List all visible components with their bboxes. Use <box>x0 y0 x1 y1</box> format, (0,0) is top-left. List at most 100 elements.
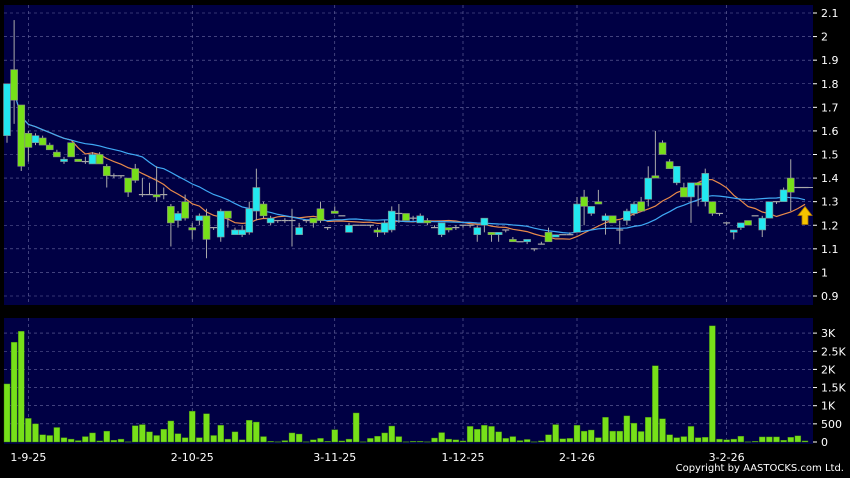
volume-bar <box>509 436 517 443</box>
candle <box>281 218 289 223</box>
candle <box>324 227 332 230</box>
volume-bar <box>25 418 32 443</box>
candle <box>437 222 446 238</box>
volume-bar <box>367 438 374 443</box>
volume-bar <box>46 435 53 443</box>
candle-body <box>551 234 560 238</box>
volume-bar <box>267 441 274 443</box>
candle <box>716 212 723 216</box>
candle-body <box>580 196 588 207</box>
candle <box>181 194 189 221</box>
candle <box>366 224 374 228</box>
candle <box>395 204 403 223</box>
volume-bar <box>3 383 11 443</box>
price-tick-label: 1 <box>821 266 828 279</box>
candle <box>330 206 339 214</box>
candle <box>302 219 310 223</box>
volume-bar <box>139 424 146 443</box>
volume-bar <box>609 430 616 443</box>
candle <box>288 208 296 247</box>
volume-bar <box>759 436 766 443</box>
candle <box>409 215 417 221</box>
candle-body <box>402 213 410 221</box>
volume-bar <box>253 421 260 443</box>
candle-body <box>53 151 61 158</box>
candle-body <box>330 210 339 214</box>
price-tick-label: 1.6 <box>821 125 839 138</box>
candle <box>245 201 254 235</box>
candle-body <box>74 158 83 162</box>
candle <box>124 177 132 197</box>
candle <box>380 220 389 235</box>
candle <box>259 201 268 219</box>
volume-bar <box>260 436 267 443</box>
candle-body <box>266 217 275 224</box>
candle <box>110 173 118 179</box>
volume-bar <box>445 438 452 443</box>
candle-body <box>188 227 197 231</box>
candle <box>708 201 717 216</box>
volume-bar <box>153 435 160 443</box>
volume-bar <box>773 436 780 443</box>
volume-bar <box>481 425 488 443</box>
candle-body <box>658 142 667 155</box>
candle-body <box>45 144 54 151</box>
candle-body <box>480 217 489 226</box>
volume-bar <box>231 431 239 443</box>
date-tick-label: 1-9-25 <box>10 451 46 464</box>
price-tick-label: 1.3 <box>821 196 839 209</box>
candle <box>345 222 353 233</box>
candle <box>473 225 482 242</box>
volume-bar <box>89 432 96 443</box>
candle-body <box>380 222 389 233</box>
volume-bar <box>388 425 395 443</box>
candle-body <box>509 239 517 243</box>
volume-bar <box>360 441 367 443</box>
candle-body <box>95 154 104 165</box>
candle <box>152 166 161 202</box>
candle <box>687 182 695 223</box>
volume-bar <box>588 429 595 443</box>
volume-bar <box>281 440 289 443</box>
candle <box>444 227 453 233</box>
candle <box>616 220 624 245</box>
candle-body <box>10 69 18 101</box>
candle-body <box>765 201 774 219</box>
volume-bar <box>438 432 445 443</box>
candle-body <box>737 222 745 228</box>
volume-bar <box>523 439 531 443</box>
volume-bar <box>495 431 502 443</box>
volume-bar <box>82 436 89 443</box>
volume-bar <box>637 431 645 443</box>
price-tick-label: 1.7 <box>821 101 839 114</box>
volume-bar <box>801 440 809 443</box>
up-arrow-icon <box>797 205 813 225</box>
candle-body <box>623 210 631 221</box>
volume-bar <box>716 438 723 443</box>
date-tick-label: 3-11-25 <box>313 451 356 464</box>
volume-bar <box>516 440 524 443</box>
volume-bar <box>203 413 210 443</box>
volume-tick-label: 3K <box>821 327 836 340</box>
candle-body <box>17 104 26 167</box>
volume-bar <box>466 426 474 443</box>
candle <box>580 189 588 226</box>
volume-bar <box>751 441 759 443</box>
candle-body <box>523 239 531 243</box>
candle-body <box>694 182 702 186</box>
volume-bar <box>181 437 189 443</box>
candle <box>202 208 211 259</box>
volume-bar <box>210 435 217 443</box>
candle <box>431 225 438 229</box>
volume-bar <box>459 440 467 443</box>
candle <box>551 234 560 238</box>
volume-bar <box>395 436 403 443</box>
volume-bar <box>580 430 588 443</box>
candle-body <box>729 229 738 233</box>
candle-body <box>416 215 425 224</box>
candle <box>45 142 54 151</box>
candle <box>316 201 325 223</box>
volume-bar <box>780 439 787 443</box>
volume-bar <box>67 438 75 443</box>
candle <box>117 175 125 179</box>
